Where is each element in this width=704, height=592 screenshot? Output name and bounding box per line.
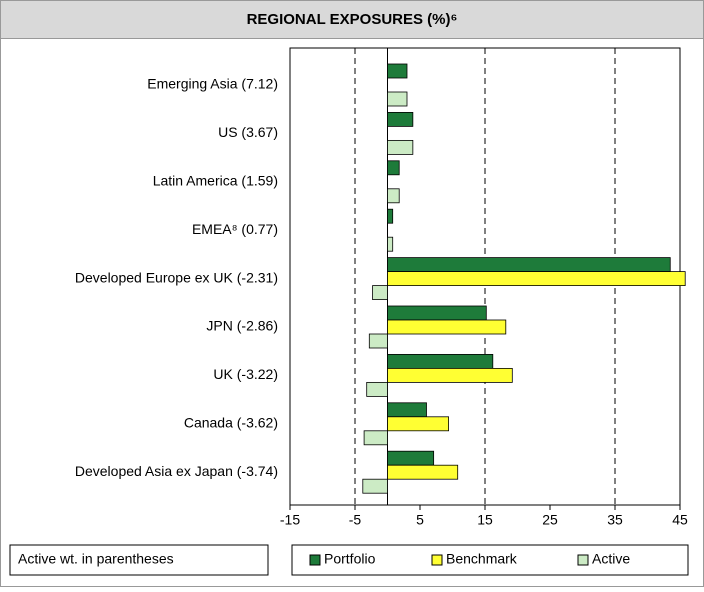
bar	[387, 188, 400, 204]
bar	[387, 271, 686, 287]
bar	[366, 381, 388, 397]
bar	[387, 464, 459, 480]
bar	[387, 112, 414, 127]
bar	[387, 208, 394, 224]
bar	[387, 319, 507, 335]
y-tick-label: EMEA⁸ (0.77)	[192, 221, 278, 237]
y-tick-label: Developed Europe ex UK (-2.31)	[75, 269, 278, 285]
y-tick-label: Emerging Asia (7.12)	[147, 76, 278, 92]
legend-label: Benchmark	[446, 551, 518, 567]
bar	[362, 478, 388, 494]
x-tick-label: -15	[280, 512, 300, 528]
x-tick-label: 35	[607, 512, 623, 528]
bar	[387, 139, 414, 155]
y-tick-label: JPN (-2.86)	[206, 318, 278, 334]
x-tick-label: 5	[416, 512, 424, 528]
legend-label: Portfolio	[324, 551, 376, 567]
bar	[387, 353, 494, 369]
title-bar	[0, 0, 704, 39]
bar	[363, 430, 388, 446]
note-box	[9, 544, 269, 576]
legend-swatch	[431, 554, 443, 566]
y-tick-label: Canada (-3.62)	[184, 415, 278, 431]
x-tick-label: 25	[542, 512, 558, 528]
legend-label: Active	[592, 551, 630, 567]
y-tick-label: Developed Asia ex Japan (-3.74)	[75, 463, 278, 479]
chart-title: REGIONAL EXPOSURES (%)⁶	[247, 11, 458, 28]
note: Active wt. in parentheses	[18, 551, 174, 567]
x-tick-label: -5	[349, 512, 362, 528]
bar	[387, 63, 408, 79]
bar	[387, 367, 513, 383]
bar	[387, 236, 394, 252]
bar	[387, 402, 427, 418]
y-tick-label: UK (-3.22)	[213, 366, 278, 382]
y-tick-label: Latin America (1.59)	[153, 173, 278, 189]
x-tick-label: 15	[477, 512, 493, 528]
bar	[372, 285, 388, 301]
bar	[387, 416, 449, 432]
bar	[387, 450, 435, 466]
legend	[291, 544, 689, 576]
bar	[387, 91, 408, 107]
y-tick-label: US (3.67)	[218, 124, 278, 140]
bar	[368, 333, 388, 349]
legend-swatch	[309, 554, 321, 566]
x-tick-label: 45	[672, 512, 688, 528]
legend-swatch	[577, 554, 589, 566]
bar	[387, 305, 487, 321]
bar	[387, 257, 671, 273]
bar	[387, 160, 400, 176]
